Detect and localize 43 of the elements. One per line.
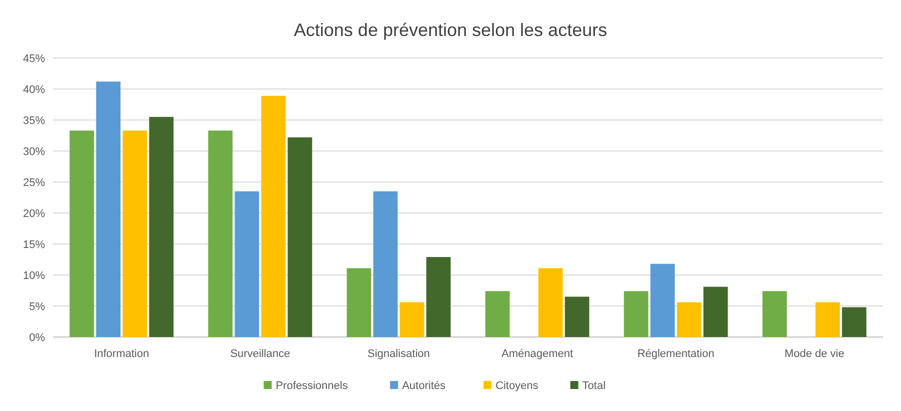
x-tick-label: Aménagement — [502, 348, 574, 360]
bar — [70, 130, 94, 337]
bar — [122, 130, 148, 337]
y-tick-label: 15% — [22, 238, 46, 251]
bar — [762, 291, 787, 337]
legend-label: Professionnels — [276, 380, 348, 392]
x-tick-label: Surveillance — [230, 348, 290, 360]
legend-label: Total — [582, 380, 606, 392]
y-tick-label: 35% — [22, 114, 46, 127]
y-tick-label: 0% — [29, 332, 46, 344]
bar — [346, 268, 372, 337]
bar — [96, 82, 121, 337]
x-tick-label: Réglementation — [637, 348, 714, 360]
bar — [261, 96, 286, 337]
bar — [564, 296, 590, 337]
bar — [815, 302, 840, 337]
y-tick-label: 5% — [29, 300, 46, 313]
y-tick-label: 10% — [22, 270, 46, 282]
y-tick-label: 25% — [22, 176, 46, 189]
bar — [400, 302, 424, 337]
bar — [676, 302, 702, 337]
bar — [373, 191, 398, 337]
y-tick-label: 30% — [22, 146, 46, 158]
x-tick-label: Information — [94, 348, 150, 360]
y-tick-label: 45% — [22, 52, 46, 65]
bar — [703, 286, 728, 337]
bar — [650, 264, 675, 337]
bar — [485, 291, 510, 337]
bar — [538, 268, 563, 337]
x-tick-label: Mode de vie — [784, 348, 844, 360]
bar — [149, 116, 174, 337]
legend-label: Citoyens — [496, 380, 539, 392]
bar — [234, 191, 260, 337]
bar — [288, 137, 312, 337]
bar — [842, 307, 866, 337]
bar — [426, 257, 451, 337]
chart-title: Actions de prévention selon les acteurs — [294, 20, 608, 40]
bar — [624, 291, 648, 337]
y-tick-label: 40% — [22, 84, 46, 96]
y-tick-label: 20% — [22, 208, 46, 220]
x-tick-label: Signalisation — [368, 348, 430, 360]
bar — [208, 130, 233, 337]
legend-label: Autorités — [402, 380, 446, 392]
